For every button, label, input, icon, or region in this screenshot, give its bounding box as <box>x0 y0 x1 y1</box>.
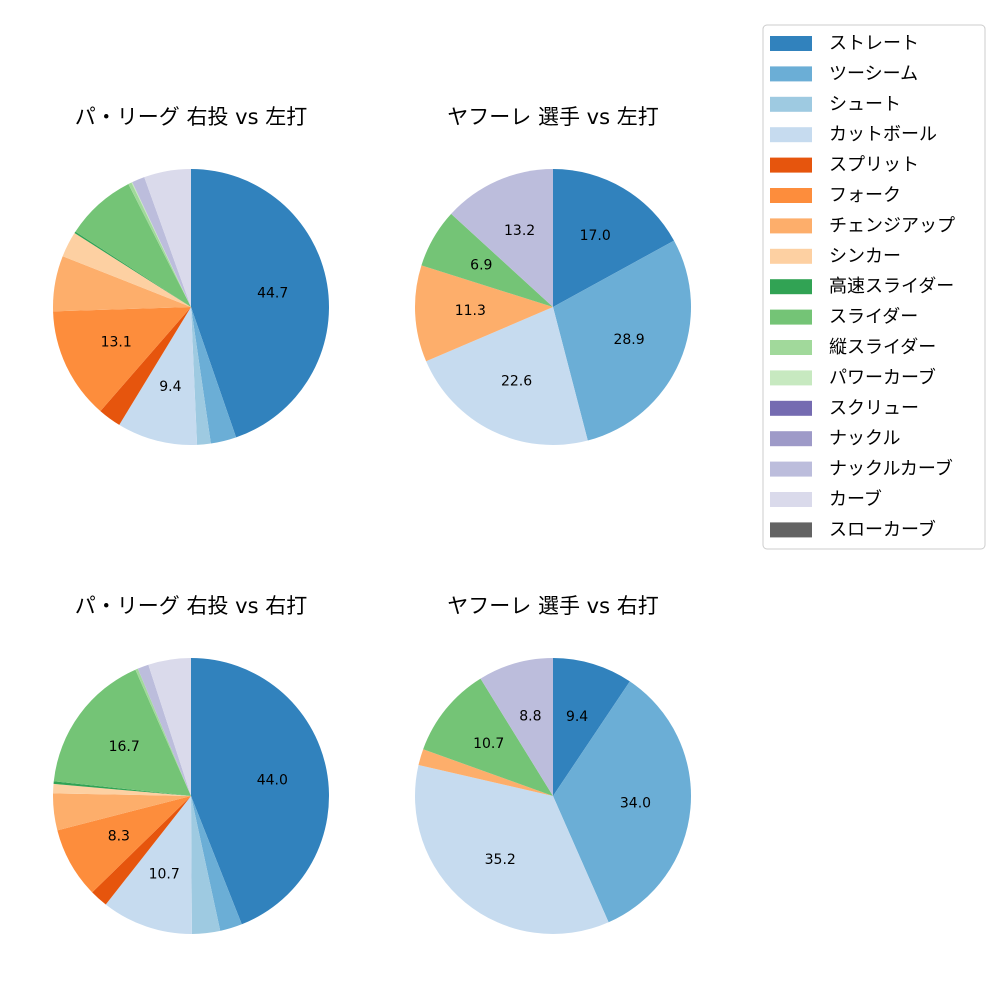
chart-title: パ・リーグ 右投 vs 左打 <box>75 105 307 129</box>
pie-slice <box>53 793 191 831</box>
pie-slice <box>418 749 553 796</box>
pie-slice <box>191 658 329 925</box>
legend-label: シンカー <box>829 246 901 267</box>
value-label: 28.9 <box>613 332 644 348</box>
value-label: 10.7 <box>473 736 504 752</box>
pie-slice <box>53 256 192 312</box>
legend-swatch <box>770 431 812 447</box>
value-label: 13.1 <box>101 334 132 350</box>
pie-slice <box>135 668 191 796</box>
pie-slice <box>53 307 191 412</box>
legend-swatch <box>770 522 812 538</box>
legend-swatch <box>770 248 812 264</box>
legend-swatch <box>770 279 812 295</box>
legend-label: 縦スライダー <box>829 337 936 358</box>
pie-slice <box>553 658 630 796</box>
pie-slice <box>131 182 191 307</box>
pie-slice <box>148 658 191 796</box>
legend-swatch <box>770 36 812 51</box>
pie-slice <box>191 169 330 438</box>
pie-slice <box>128 182 191 307</box>
legend-swatch <box>770 309 812 325</box>
value-label: 44.7 <box>257 285 288 301</box>
pie-slice <box>92 796 191 905</box>
legend-swatch <box>770 66 812 82</box>
pie-slice <box>100 307 191 425</box>
pie-slice <box>53 781 191 796</box>
legend-box <box>762 24 986 550</box>
legend-label: パワーカーブ <box>829 366 936 388</box>
legend-label: チェンジアップ <box>829 215 955 236</box>
legend-swatch <box>770 218 812 234</box>
pie-slice <box>53 669 191 796</box>
value-label: 9.4 <box>566 709 588 725</box>
pie-slice <box>415 765 609 934</box>
value-label: 9.4 <box>159 379 181 395</box>
legend-label: 高速スライダー <box>829 276 954 297</box>
chart-title: ヤフーレ 選手 vs 右打 <box>447 594 658 618</box>
pie-slice <box>191 796 242 931</box>
value-label: 6.9 <box>470 258 492 274</box>
pie-slice <box>62 233 192 307</box>
value-label: 44.0 <box>257 772 288 788</box>
pie-slice <box>553 169 675 307</box>
legend-label: スクリュー <box>829 398 919 419</box>
chart-title: ヤフーレ 選手 vs 左打 <box>447 105 658 129</box>
value-label: 11.3 <box>455 303 486 319</box>
pie-slice <box>132 177 191 307</box>
legend-swatch <box>770 157 812 173</box>
legend-label: カットボール <box>829 124 937 145</box>
legend-swatch <box>770 492 812 507</box>
value-label: 22.6 <box>501 373 532 389</box>
pie-slice <box>53 783 191 796</box>
pie-slice <box>421 213 553 307</box>
value-label: 35.2 <box>485 852 516 868</box>
pie-slice <box>57 796 191 893</box>
value-label: 17.0 <box>580 228 611 244</box>
legend-swatch <box>770 400 812 416</box>
legend-label: スライダー <box>829 307 918 328</box>
pie-slice <box>426 307 588 445</box>
value-label: 13.2 <box>504 223 535 239</box>
legend-label: フォーク <box>829 185 901 206</box>
pie-slice <box>553 681 692 923</box>
value-label: 10.7 <box>149 866 180 882</box>
pie-slice <box>191 796 221 934</box>
legend-swatch <box>770 127 812 143</box>
value-label: 34.0 <box>620 795 651 811</box>
legend-label: シュート <box>829 94 901 115</box>
pie-slice <box>119 307 198 445</box>
value-label: 16.7 <box>109 739 140 755</box>
pie-slice <box>423 678 553 796</box>
pie-slice <box>553 240 691 441</box>
pie-slice <box>191 307 211 445</box>
pie-slice <box>144 169 191 307</box>
legend-swatch <box>770 370 812 386</box>
value-label: 8.3 <box>108 829 130 845</box>
legend-label: スローカーブ <box>829 518 936 540</box>
legend-swatch <box>770 340 812 355</box>
legend-swatch <box>770 461 812 477</box>
value-label: 8.8 <box>519 708 541 724</box>
pie-slice <box>105 796 192 934</box>
pie-slice <box>137 664 191 796</box>
pie-slice <box>480 658 553 796</box>
legend-label: ナックルカーブ <box>829 458 953 480</box>
pie-slice <box>415 265 553 362</box>
chart-title: パ・リーグ 右投 vs 右打 <box>75 594 307 618</box>
legend-label: ツーシーム <box>829 63 918 84</box>
pie-slice <box>451 169 553 307</box>
pie-slice <box>75 184 191 307</box>
legend-swatch <box>770 96 812 112</box>
legend-swatch <box>770 188 812 203</box>
legend-label: スプリット <box>829 155 919 176</box>
legend-label: カーブ <box>829 488 882 510</box>
pie-slice <box>74 231 191 307</box>
legend-label: ストレート <box>829 33 919 54</box>
legend-label: ナックル <box>829 428 900 449</box>
pie-slice <box>191 307 237 444</box>
